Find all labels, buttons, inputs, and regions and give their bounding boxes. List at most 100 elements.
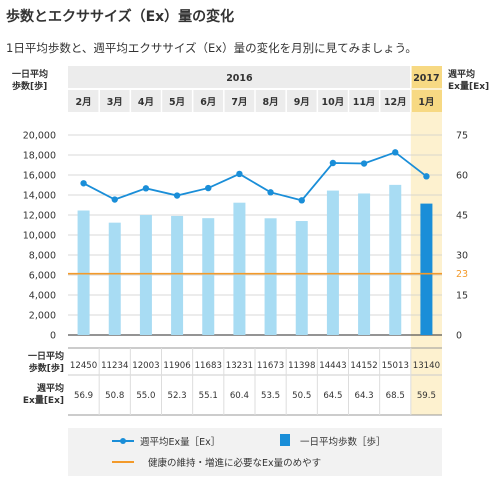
header-year-label: 2017 <box>413 73 439 84</box>
table-ex-value: 60.4 <box>230 391 249 401</box>
table-ex-value: 68.5 <box>386 391 405 401</box>
right-axis-label-line1: 週平均 <box>448 68 475 80</box>
bar <box>139 214 152 335</box>
left-tick-label: 2,000 <box>29 311 56 322</box>
header-year-label: 2016 <box>226 73 253 84</box>
table-row2-label-line1: 週平均 <box>37 382 64 394</box>
table-ex-value: 55.1 <box>199 391 218 401</box>
header-year-row <box>68 66 442 88</box>
left-axis-label-line1: 一日平均 <box>12 68 48 80</box>
table-steps-value: 12450 <box>70 361 97 371</box>
table-ex-value: 59.5 <box>417 391 436 401</box>
bar <box>420 203 433 335</box>
legend-line-label: 週平均Ex量［Ex］ <box>140 436 220 448</box>
right-tick-label: 15 <box>456 291 468 302</box>
left-tick-label: 6,000 <box>29 271 56 282</box>
left-tick-label: 16,000 <box>23 171 56 182</box>
axis-ticks: 0 2,000 4,000 6,000 8,000 10,000 12,000 14,000 1… <box>23 131 468 342</box>
grid <box>68 134 442 336</box>
table-steps-value: 14443 <box>319 361 346 371</box>
ex-point <box>205 184 212 192</box>
legend: 週平均Ex量［Ex］ 一日平均歩数［歩］ 健康の維持・増進に必要なEx量のめやす <box>68 428 442 476</box>
month-label: 11月 <box>353 97 376 108</box>
right-tick-label: 45 <box>456 211 468 222</box>
bar <box>77 210 90 335</box>
left-axis-label-line2: 歩数[歩] <box>12 80 47 92</box>
page-title: 歩数とエクササイズ（Ex）量の変化 <box>6 9 235 25</box>
left-tick-label: 12,000 <box>23 211 56 222</box>
left-tick-label: 20,000 <box>23 131 56 142</box>
table-steps-value: 13140 <box>413 361 440 371</box>
bar <box>389 184 402 335</box>
left-tick-label: 14,000 <box>23 191 56 202</box>
bars <box>77 184 433 335</box>
table-steps-value: 11906 <box>163 361 190 371</box>
table-row1-label-line2: 歩数[歩] <box>29 362 64 374</box>
bar <box>108 222 121 335</box>
right-tick-label-reference: 23 <box>456 269 468 280</box>
month-label: 8月 <box>263 97 279 108</box>
table-ex-value: 55.0 <box>136 391 155 401</box>
left-tick-label: 10,000 <box>23 231 56 242</box>
left-tick-label: 18,000 <box>23 151 56 162</box>
table-steps-value: 11398 <box>288 361 315 371</box>
ex-point <box>360 160 368 167</box>
left-tick-label: 8,000 <box>29 251 56 262</box>
ex-point <box>423 173 430 180</box>
month-label: 1月 <box>418 97 434 108</box>
table-steps-value: 11234 <box>101 361 128 371</box>
month-label: 10月 <box>322 97 345 108</box>
month-label: 7月 <box>231 97 247 108</box>
legend-bar-label: 一日平均歩数［歩］ <box>300 436 386 448</box>
month-label: 9月 <box>294 97 310 108</box>
month-label: 5月 <box>169 97 185 108</box>
table-steps-value: 11673 <box>257 361 284 371</box>
table-ex-value: 50.5 <box>292 391 311 401</box>
ex-point <box>267 189 274 196</box>
bar <box>358 193 371 335</box>
table-ex-value: 56.9 <box>74 391 93 401</box>
table-row2-label-line2: Ex量[Ex] <box>23 394 64 406</box>
bar <box>233 202 246 335</box>
month-label: 12月 <box>384 97 407 108</box>
left-tick-label: 0 <box>50 331 56 342</box>
bar <box>264 218 277 335</box>
right-tick-label: 0 <box>456 331 462 342</box>
table-steps-value: 13231 <box>226 361 253 371</box>
ex-point <box>392 149 399 156</box>
left-tick-label: 4,000 <box>29 291 56 302</box>
table-steps-value: 11683 <box>195 361 222 371</box>
legend-bar-swatch <box>280 434 290 446</box>
header-highlight-year <box>410 66 442 88</box>
right-tick-label: 75 <box>456 131 468 142</box>
table-steps-value: 15013 <box>382 361 409 371</box>
table-ex-value: 64.3 <box>355 391 374 401</box>
ex-point <box>236 170 243 178</box>
month-label: 3月 <box>107 97 123 108</box>
ex-point <box>80 180 87 187</box>
ex-point <box>329 159 337 167</box>
month-label: 2月 <box>76 97 92 108</box>
bar <box>326 190 339 335</box>
table-ex-value: 52.3 <box>168 391 187 401</box>
table-ex-value: 64.5 <box>323 391 342 401</box>
table-row1-label-line1: 一日平均 <box>28 350 64 362</box>
table-ex-value: 53.5 <box>261 391 280 401</box>
right-tick-label: 60 <box>456 171 468 182</box>
ex-point <box>173 192 181 199</box>
bar <box>171 215 184 335</box>
month-label: 4月 <box>138 97 154 108</box>
table-steps-value: 12003 <box>132 361 159 371</box>
legend-line-marker <box>120 438 126 444</box>
data-table: 一日平均 歩数[歩] 週平均 Ex量[Ex] 12450 11234 12003 11… <box>23 347 442 416</box>
header-highlight-month <box>410 90 442 112</box>
month-label: 6月 <box>200 97 216 108</box>
table-steps-value: 14152 <box>350 361 377 371</box>
ex-point <box>298 197 305 204</box>
bar <box>202 218 215 335</box>
ex-point <box>111 196 118 203</box>
right-tick-label: 30 <box>456 251 468 262</box>
ex-point <box>142 185 150 192</box>
legend-box <box>68 428 442 476</box>
